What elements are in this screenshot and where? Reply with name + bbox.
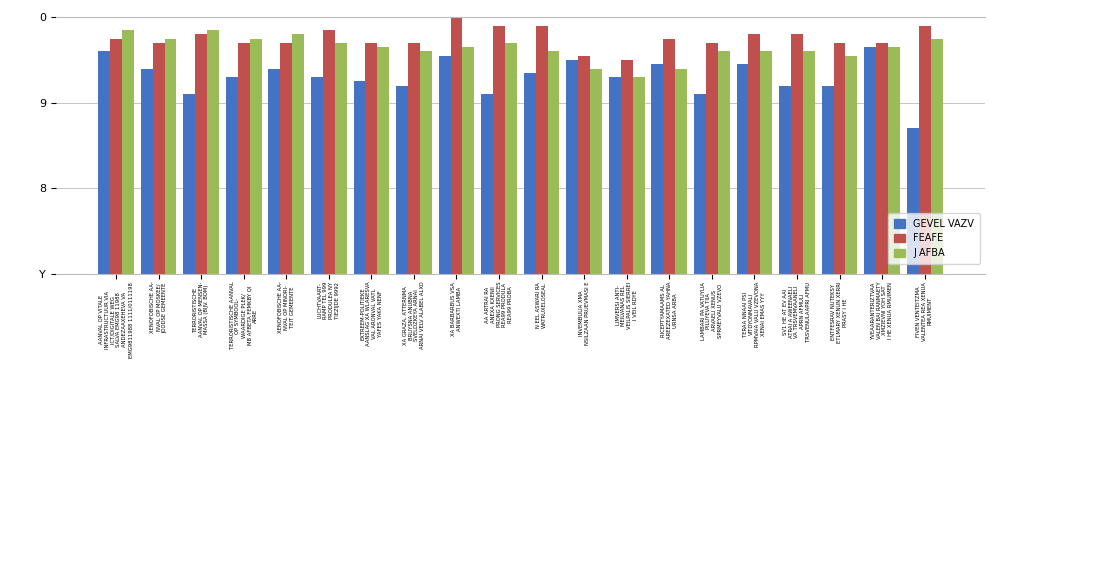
Bar xyxy=(269,69,281,571)
Bar xyxy=(237,43,250,571)
Bar xyxy=(590,69,602,571)
Bar xyxy=(931,39,942,571)
Bar xyxy=(408,43,420,571)
Bar xyxy=(366,43,377,571)
Bar xyxy=(803,51,815,571)
Bar xyxy=(195,34,207,571)
Bar xyxy=(226,77,237,571)
Bar xyxy=(566,60,579,571)
Bar xyxy=(536,26,547,571)
Bar xyxy=(821,86,834,571)
Bar xyxy=(632,77,645,571)
Bar xyxy=(164,39,177,571)
Bar xyxy=(864,47,876,571)
Bar xyxy=(110,39,122,571)
Bar xyxy=(736,65,749,571)
Bar xyxy=(779,86,791,571)
Legend: GEVEL VAZV, FEAFE, J AFBA: GEVEL VAZV, FEAFE, J AFBA xyxy=(887,212,980,264)
Bar xyxy=(152,43,164,571)
Bar xyxy=(579,55,590,571)
Bar xyxy=(505,43,517,571)
Bar xyxy=(547,51,560,571)
Bar xyxy=(141,69,152,571)
Bar xyxy=(609,77,621,571)
Bar xyxy=(888,47,900,571)
Bar xyxy=(323,30,335,571)
Bar xyxy=(621,60,632,571)
Bar xyxy=(760,51,772,571)
Bar xyxy=(876,43,888,571)
Bar xyxy=(651,65,664,571)
Bar xyxy=(664,39,675,571)
Bar xyxy=(439,55,451,571)
Bar xyxy=(281,43,292,571)
Bar xyxy=(834,43,846,571)
Bar xyxy=(122,30,134,571)
Bar xyxy=(906,128,919,571)
Bar xyxy=(675,69,687,571)
Bar xyxy=(694,94,706,571)
Bar xyxy=(420,51,432,571)
Bar xyxy=(311,77,323,571)
Bar xyxy=(184,94,195,571)
Bar xyxy=(493,26,505,571)
Bar xyxy=(250,39,262,571)
Bar xyxy=(335,43,347,571)
Bar xyxy=(749,34,760,571)
Bar xyxy=(524,73,536,571)
Bar xyxy=(207,30,219,571)
Bar xyxy=(846,55,857,571)
Bar xyxy=(717,51,730,571)
Bar xyxy=(451,17,462,571)
Bar xyxy=(354,81,366,571)
Bar xyxy=(481,94,493,571)
Bar xyxy=(919,26,931,571)
Bar xyxy=(377,47,389,571)
Bar xyxy=(791,34,803,571)
Bar xyxy=(292,34,304,571)
Bar xyxy=(98,51,110,571)
Bar xyxy=(462,47,474,571)
Bar xyxy=(706,43,717,571)
Bar xyxy=(396,86,408,571)
